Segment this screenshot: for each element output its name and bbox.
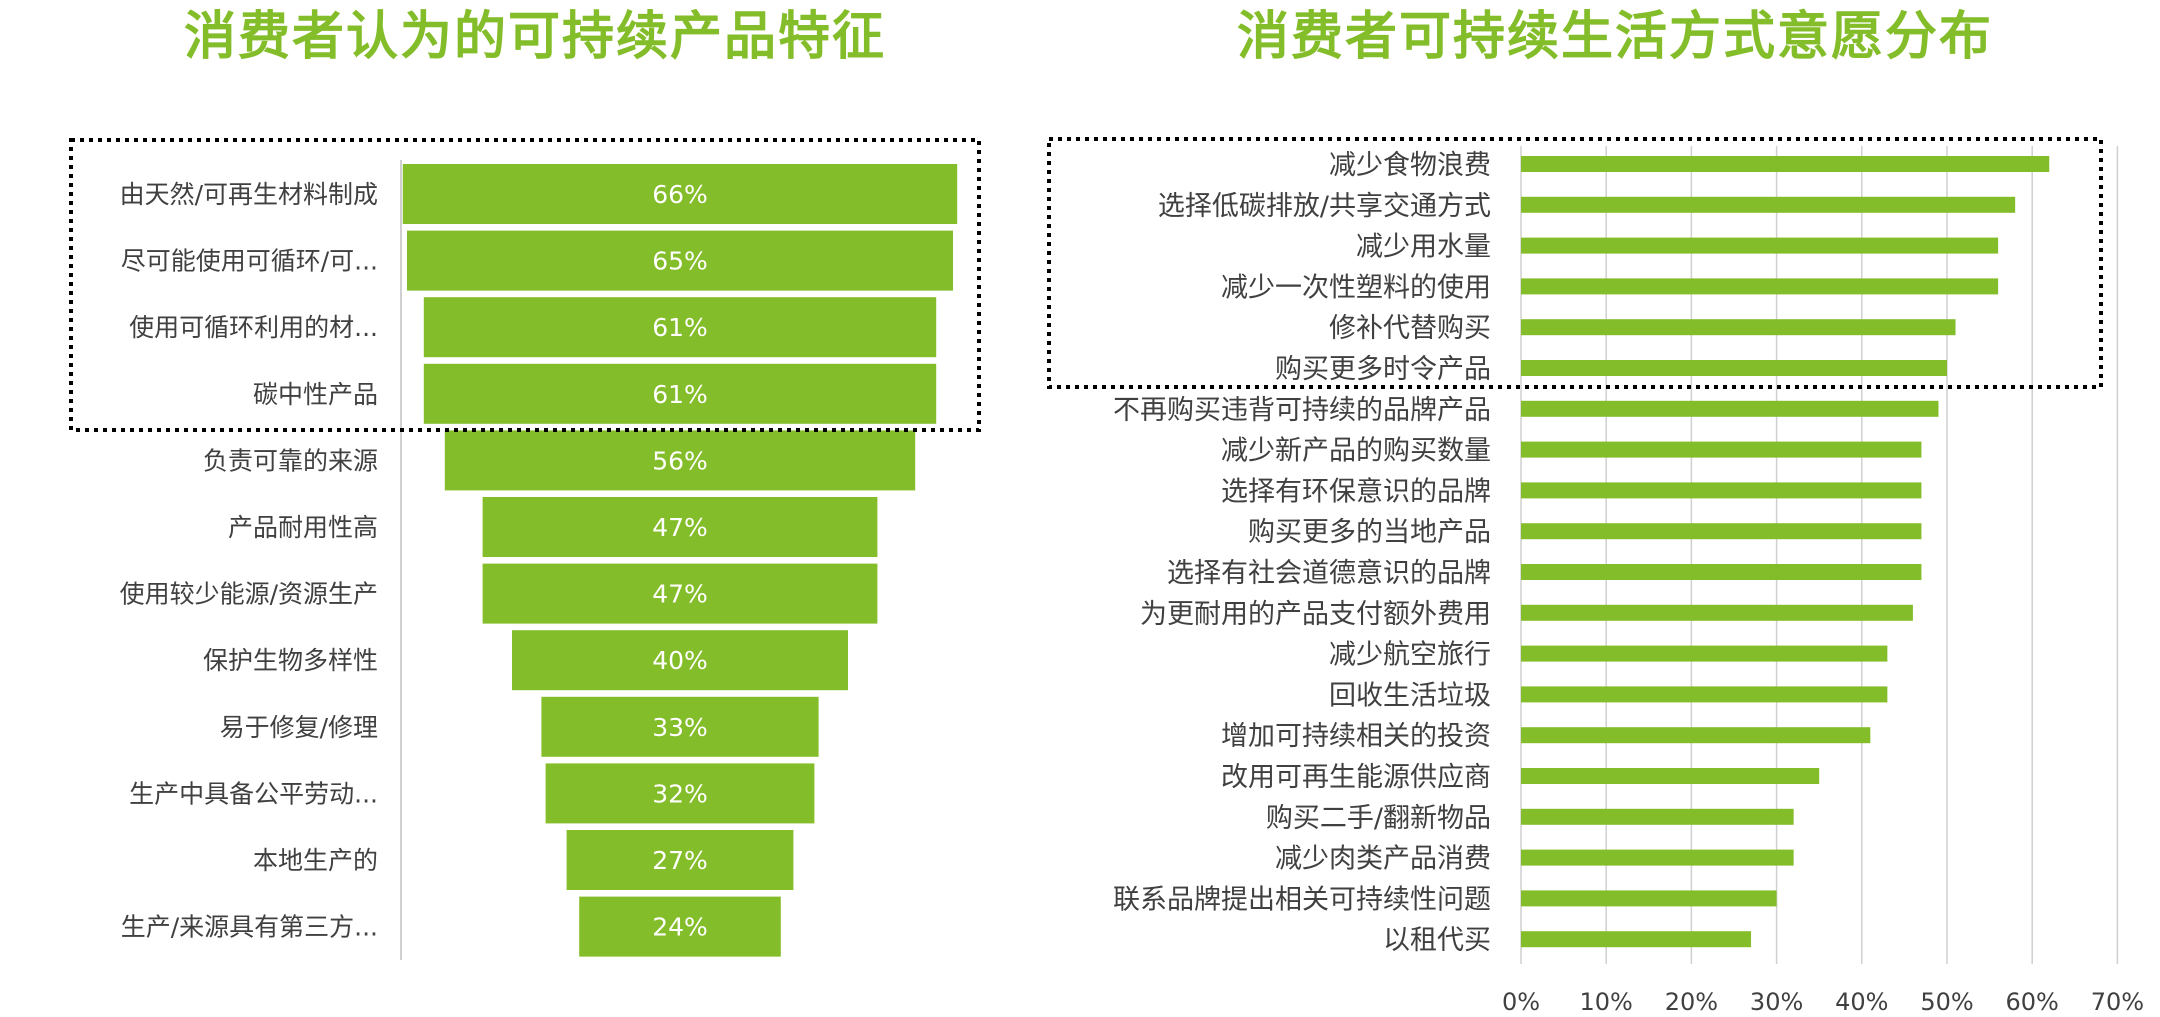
- category-label: 减少一次性塑料的使用: [1221, 272, 1491, 303]
- x-tick-label: 70%: [2091, 988, 2144, 1016]
- funnel-bar: [566, 830, 794, 890]
- funnel-value-label: 40%: [652, 646, 708, 675]
- bar: [1521, 196, 2016, 213]
- x-tick-label: 30%: [1750, 988, 1803, 1016]
- funnel-bar: [482, 497, 878, 557]
- category-label: 减少新产品的购买数量: [1221, 436, 1491, 467]
- bar: [1521, 808, 1794, 825]
- bar: [1521, 523, 1922, 540]
- funnel-category-label: 碳中性产品: [253, 380, 378, 409]
- x-tick-label: 40%: [1835, 988, 1888, 1016]
- category-label: 选择有环保意识的品牌: [1221, 476, 1491, 507]
- category-label: 减少肉类产品消费: [1275, 844, 1491, 875]
- bar: [1521, 156, 2050, 172]
- bar: [1521, 768, 1820, 784]
- bar: [1521, 400, 1939, 417]
- x-tick-label: 20%: [1665, 988, 1718, 1016]
- funnel-bar: [541, 696, 819, 757]
- category-label: 增加可持续相关的投资: [1221, 721, 1491, 752]
- bar: [1521, 604, 1913, 621]
- x-tick-label: 0%: [1502, 988, 1540, 1016]
- bar: [1521, 727, 1871, 744]
- x-tick-label: 60%: [2006, 988, 2059, 1016]
- category-label: 不再购买违背可持续的品牌产品: [1113, 395, 1491, 426]
- funnel-category-label: 产品耐用性高: [228, 513, 378, 542]
- funnel-value-label: 47%: [652, 513, 708, 542]
- funnel-value-label: 61%: [652, 380, 708, 409]
- highlight-box-right: [1047, 137, 2103, 389]
- category-label: 购买更多时令产品: [1275, 354, 1491, 385]
- funnel-value-label: 27%: [652, 846, 708, 875]
- funnel-category-label: 生产中具备公平劳动...: [129, 779, 378, 808]
- funnel-bar: [482, 563, 878, 624]
- x-tick-label: 10%: [1580, 988, 1633, 1016]
- funnel-value-label: 56%: [652, 446, 708, 475]
- bar: [1521, 278, 1999, 295]
- category-label: 购买二手/翻新物品: [1266, 803, 1491, 834]
- x-tick-label: 50%: [1920, 988, 1973, 1016]
- category-label: 减少航空旅行: [1329, 640, 1491, 671]
- funnel-bar: [512, 630, 848, 691]
- funnel-bar: [423, 363, 937, 424]
- funnel-bar: [402, 164, 958, 224]
- funnel-category-label: 尽可能使用可循环/可...: [121, 247, 378, 276]
- funnel-value-label: 32%: [652, 779, 708, 808]
- category-label: 减少食物浪费: [1329, 150, 1491, 181]
- category-label: 为更耐用的产品支付额外费用: [1140, 599, 1491, 630]
- funnel-bar: [579, 896, 781, 957]
- funnel-bar: [444, 430, 916, 491]
- funnel-bar: [407, 230, 953, 291]
- bar: [1521, 645, 1888, 662]
- bar: [1521, 931, 1752, 948]
- bar: [1521, 849, 1794, 866]
- funnel-category-label: 由天然/可再生材料制成: [120, 180, 378, 209]
- category-label: 减少用水量: [1356, 232, 1491, 263]
- funnel-value-label: 33%: [652, 713, 708, 742]
- bar: [1521, 686, 1888, 703]
- category-label: 改用可再生能源供应商: [1221, 762, 1491, 793]
- funnel-category-label: 使用可循环利用的材...: [129, 313, 378, 342]
- funnel-value-label: 24%: [652, 913, 708, 942]
- category-label: 联系品牌提出相关可持续性问题: [1113, 884, 1491, 915]
- bar: [1521, 482, 1922, 499]
- funnel-category-label: 生产/来源具有第三方...: [121, 913, 378, 942]
- bar: [1521, 890, 1777, 907]
- category-label: 选择有社会道德意识的品牌: [1167, 558, 1491, 589]
- left-chart-title: 消费者认为的可持续产品特征: [183, 7, 886, 67]
- highlight-box-left: [69, 138, 981, 432]
- category-label: 以租代买: [1383, 925, 1491, 956]
- right-chart-title: 消费者可持续生活方式意愿分布: [1236, 7, 1993, 67]
- bar: [1521, 237, 1999, 254]
- category-label: 修补代替购买: [1329, 313, 1491, 344]
- category-label: 购买更多的当地产品: [1248, 517, 1491, 548]
- funnel-category-label: 易于修复/修理: [220, 713, 378, 742]
- funnel-category-label: 本地生产的: [253, 846, 378, 875]
- funnel-value-label: 66%: [652, 180, 708, 209]
- bar: [1521, 360, 1947, 376]
- funnel-category-label: 使用较少能源/资源生产: [120, 580, 378, 609]
- funnel-category-label: 保护生物多样性: [203, 646, 378, 675]
- bar: [1521, 564, 1922, 580]
- category-label: 选择低碳排放/共享交通方式: [1158, 191, 1491, 222]
- category-label: 回收生活垃圾: [1329, 680, 1491, 711]
- funnel-value-label: 61%: [652, 313, 708, 342]
- funnel-category-label: 负责可靠的来源: [203, 446, 378, 475]
- funnel-bar: [545, 763, 815, 824]
- bar: [1521, 319, 1956, 336]
- bar: [1521, 441, 1922, 458]
- funnel-value-label: 65%: [652, 247, 708, 276]
- funnel-value-label: 47%: [652, 580, 708, 609]
- funnel-bar: [423, 297, 937, 358]
